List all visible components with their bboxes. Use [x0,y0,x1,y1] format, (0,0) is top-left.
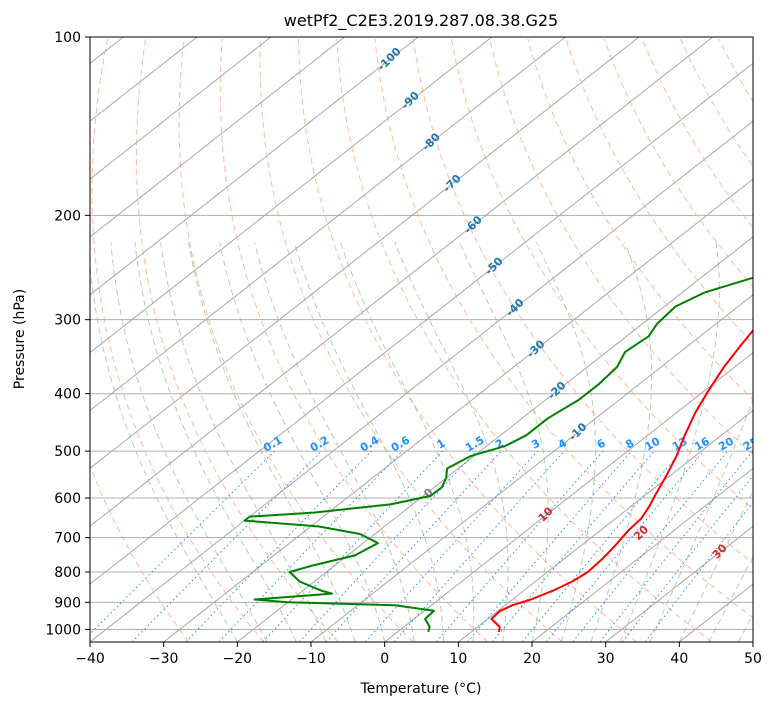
isotherm-line [384,351,753,642]
isotherm-line [90,37,566,412]
isotherm-line [90,37,345,238]
dry-adiabat-line [178,38,414,642]
mixing-ratio-line [325,450,502,642]
dry-adiabat-line [565,38,753,345]
isotherm-line [90,37,640,470]
isotherm-line [163,178,753,642]
isotherm-line [90,37,714,527]
mixing-ratio-line [364,450,538,642]
isotherm-line [310,294,753,642]
y-tick-label: 200 [54,208,81,224]
mixing-ratio-line [218,450,403,642]
y-tick-label: 800 [54,565,81,581]
moist-adiabat-line [110,242,268,642]
moist-adiabat-line [649,397,753,642]
dry-adiabat-line [135,38,339,642]
mixing-ratio-line [393,450,565,642]
mixing-ratio-line [298,450,477,642]
dry-adiabat-line [298,39,638,642]
y-tick-label: 500 [54,444,81,460]
x-tick-label: −30 [149,651,179,667]
mixing-ratio-line [185,450,372,642]
plot-area: 0.10.20.40.611.52346810131620253036-100-… [90,37,761,642]
isotherm-line [90,37,272,180]
x-tick-label: 10 [449,651,467,667]
moist-adiabat-line [535,241,596,642]
moist-adiabat-line [619,242,720,642]
y-tick-label: 300 [54,313,81,329]
isotherm-line [236,236,753,642]
mixing-ratio-line [262,450,444,642]
y-tick-label: 400 [54,387,81,403]
moist-adiabat-line [293,242,445,642]
dry-adiabat-line [680,38,753,168]
x-tick-label: −40 [75,651,105,667]
moist-adiabat-line [90,260,238,642]
dry-adiabat-line [489,38,753,456]
dry-adiabat-line [527,38,753,401]
isotherm-line [90,120,753,642]
moist-adiabat-line [134,242,297,642]
moist-adiabat-line [340,242,475,642]
x-tick-label: −20 [223,651,253,667]
dry-adiabat-line [91,38,264,642]
dry-adiabat-line [450,38,753,510]
x-tick-label: 20 [523,651,541,667]
dry-adiabat-line [412,38,753,565]
x-tick-label: 30 [597,651,615,667]
moist-adiabat-line [394,242,509,642]
mixing-ratio-line [467,450,632,642]
x-tick-label: −10 [296,651,326,667]
x-axis-label: Temperature (°C) [360,681,482,697]
y-tick-label: 600 [54,491,81,507]
moist-adiabat-line [219,242,386,642]
y-tick-label: 700 [54,531,81,547]
dry-adiabat-line [336,38,713,642]
y-tick-label: 100 [54,30,81,46]
isotherm-line [90,37,493,354]
chart-title: wetPf2_C2E3.2019.287.08.38.G25 [284,11,558,31]
x-axis: −40 −30 −20 −10 0 10 20 30 40 50 [75,642,762,667]
moist-adiabat-line [678,489,753,642]
plot-frame [89,36,754,643]
mixing-ratio-line [131,450,322,642]
isotherm-line [90,62,753,585]
dry-adiabat-line [374,38,753,619]
x-tick-label: 40 [670,651,688,667]
mixing-ratio-label: 25 [741,435,761,454]
dry-adiabat-line [259,38,563,642]
y-tick-label: 900 [54,595,81,611]
dry-adiabat-line [603,38,753,288]
temperature-profile-line [490,328,753,633]
x-tick-label: 0 [380,651,389,667]
dry-adiabat-line [219,38,488,642]
x-tick-label: 50 [744,651,762,667]
isotherm-line [605,525,753,642]
dewpoint-profile-line [243,276,753,633]
moist-adiabat-line [459,241,549,642]
moist-adiabat-line [590,242,653,642]
mixing-ratio-line [572,450,729,642]
y-axis-label: Pressure (hPa) [12,289,28,389]
y-tick-label: 1000 [45,622,81,638]
isotherm-line [90,37,419,296]
y-axis: 100 200 300 400 500 600 700 800 900 1000 [45,30,90,638]
moist-adiabat-line [708,555,753,642]
mixing-ratio-line [599,450,753,642]
isotherm-line [457,409,753,642]
isotherm-line [531,467,753,642]
moist-adiabat-line [254,242,415,642]
